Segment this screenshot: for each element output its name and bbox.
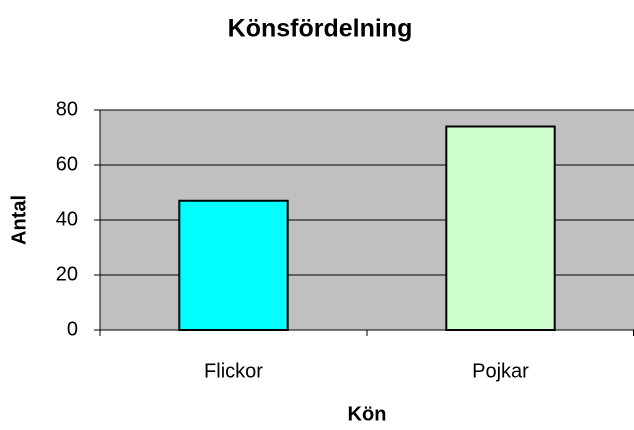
x-axis-title: Kön xyxy=(348,403,387,425)
y-tick-label: 40 xyxy=(56,208,78,230)
y-tick-label: 80 xyxy=(56,98,78,120)
y-tick-label: 60 xyxy=(56,153,78,175)
bar xyxy=(178,199,289,331)
x-tick-label: Pojkar xyxy=(472,360,529,382)
x-tick-label: Flickor xyxy=(204,360,263,382)
y-tick-label: 0 xyxy=(67,318,78,340)
y-axis-title: Antal xyxy=(8,195,30,245)
bar xyxy=(445,125,556,331)
y-tick-label: 20 xyxy=(56,263,78,285)
chart-title: Könsfördelning xyxy=(228,15,413,43)
